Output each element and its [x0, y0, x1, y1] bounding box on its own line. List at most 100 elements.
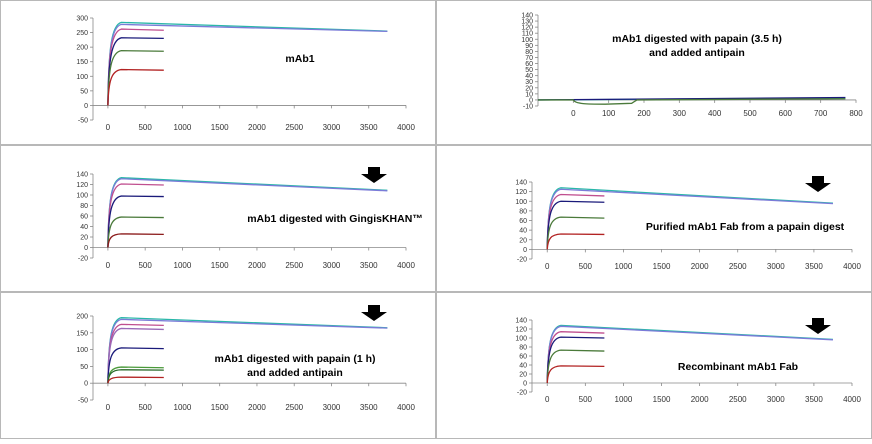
sensorgram-series	[546, 365, 605, 384]
x-tick-label: 1500	[653, 395, 671, 404]
x-tick-label: 3000	[767, 395, 785, 404]
y-tick-label: 60	[519, 354, 527, 361]
sensorgram-series	[546, 187, 833, 250]
sensorgram-series	[107, 216, 164, 248]
x-tick-label: 2500	[285, 403, 303, 412]
x-tick-label: 1500	[211, 261, 229, 270]
x-tick-label: 2500	[285, 123, 303, 132]
y-tick-label: 120	[76, 182, 88, 189]
y-tick-label: 60	[525, 61, 533, 68]
x-tick-label: 600	[779, 109, 793, 118]
sensorgram-series	[546, 193, 605, 250]
x-tick-label: 0	[106, 123, 111, 132]
y-tick-label: 100	[515, 199, 527, 206]
panel-e: -20 0 20 40 60 80 100 120 140 0 500 1000 1500 2000 250…	[515, 176, 861, 271]
x-tick-label: 500	[579, 262, 593, 271]
y-tick-label: 80	[519, 345, 527, 352]
y-tick-label: 40	[525, 73, 533, 80]
x-tick-label: 2500	[729, 395, 747, 404]
x-tick-label: 4000	[843, 395, 861, 404]
panel-border	[0, 0, 436, 145]
x-tick-label: 2000	[691, 262, 709, 271]
x-tick-label: 200	[637, 109, 651, 118]
sensorgram-series	[107, 23, 388, 106]
annotation-line: and added antipain	[649, 47, 745, 59]
x-tick-label: 3000	[323, 123, 341, 132]
y-tick-label: 90	[525, 43, 533, 50]
y-tick-label: 250	[76, 30, 88, 37]
panel-annotation: Recombinant mAb1 Fab	[678, 361, 798, 373]
y-tick-label: 150	[76, 330, 88, 337]
y-tick-label: -10	[523, 104, 533, 111]
y-tick-label: 50	[525, 67, 533, 74]
x-tick-label: 3500	[805, 262, 823, 271]
dissociation-arrow-icon	[361, 167, 387, 183]
sensorgram-series	[107, 183, 164, 248]
x-tick-label: 500	[743, 109, 757, 118]
y-tick-label: -20	[517, 390, 527, 397]
x-tick-label: 400	[708, 109, 722, 118]
y-tick-label: 50	[80, 364, 88, 371]
y-tick-label: 70	[525, 55, 533, 62]
x-tick-label: 3500	[360, 123, 378, 132]
sensorgram-series	[546, 216, 605, 250]
x-tick-label: 2000	[691, 395, 709, 404]
y-tick-label: 140	[515, 180, 527, 187]
sensorgram-series	[546, 188, 833, 250]
sensorgram-series	[546, 324, 833, 384]
y-tick-label: 40	[519, 228, 527, 235]
panel-annotation: mAb1 digested with papain (1 h) and added…	[214, 353, 375, 379]
y-tick-label: 0	[529, 97, 533, 104]
x-tick-label: 1500	[211, 403, 229, 412]
y-tick-label: 120	[521, 25, 533, 32]
x-tick-label: 500	[138, 261, 152, 270]
y-tick-label: 20	[519, 372, 527, 379]
sensorgram-series	[107, 327, 164, 384]
annotation-line: Recombinant mAb1 Fab	[678, 361, 798, 373]
x-tick-label: 500	[138, 123, 152, 132]
sensorgram-series	[538, 98, 846, 105]
x-tick-label: 4000	[397, 403, 415, 412]
x-tick-label: 2000	[248, 403, 266, 412]
y-tick-label: 200	[76, 45, 88, 52]
y-tick-label: 140	[515, 318, 527, 325]
y-tick-label: 140	[521, 13, 533, 20]
y-tick-label: -20	[78, 256, 88, 263]
panel-f: -20 0 20 40 60 80 100 120 140 0 500 1000 1500 2000 250…	[515, 318, 861, 405]
sensorgram-series	[546, 336, 605, 384]
y-tick-label: 20	[80, 235, 88, 242]
sensorgram-series	[537, 96, 846, 101]
panel-border	[436, 292, 872, 439]
panel-annotation: mAb1 digested with GingisKHAN™	[247, 213, 423, 225]
x-tick-label: 1000	[615, 395, 633, 404]
x-tick-label: 2500	[729, 262, 747, 271]
x-tick-label: 800	[849, 109, 863, 118]
x-tick-label: 500	[138, 403, 152, 412]
x-tick-label: 0	[545, 262, 550, 271]
x-tick-label: 4000	[397, 123, 415, 132]
y-tick-label: 60	[519, 218, 527, 225]
panel-border	[0, 145, 436, 292]
x-tick-label: 3000	[323, 261, 341, 270]
x-tick-label: 1500	[653, 262, 671, 271]
y-tick-label: 140	[76, 172, 88, 179]
x-tick-label: 3000	[767, 262, 785, 271]
y-tick-label: 60	[80, 214, 88, 221]
x-tick-label: 2000	[248, 261, 266, 270]
x-tick-label: 3500	[360, 261, 378, 270]
sensorgram-series	[107, 21, 388, 106]
panel-border	[436, 0, 872, 145]
y-tick-label: 10	[525, 91, 533, 98]
panel-b: -20 0 20 40 60 80 100 120 140 0 500 1000 1500 2000 250…	[76, 167, 423, 270]
x-tick-label: 3000	[323, 403, 341, 412]
dissociation-arrow-icon	[361, 305, 387, 321]
x-tick-label: 4000	[843, 262, 861, 271]
x-tick-label: 1000	[174, 403, 192, 412]
y-tick-label: 80	[519, 208, 527, 215]
x-tick-label: 4000	[397, 261, 415, 270]
y-tick-label: 20	[519, 237, 527, 244]
